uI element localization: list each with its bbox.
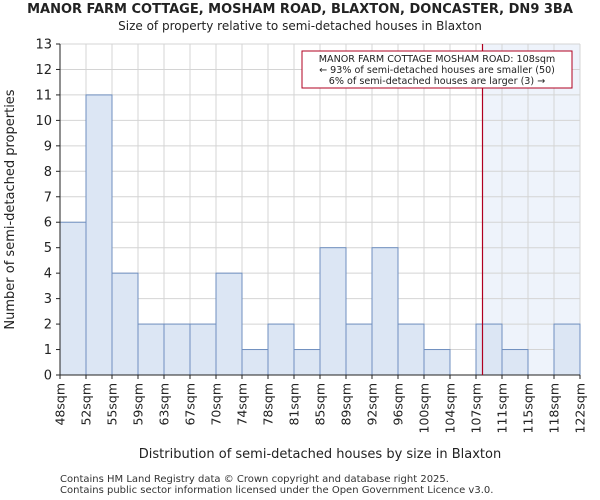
y-tick-label: 3 xyxy=(44,292,52,307)
y-tick-label: 9 xyxy=(44,139,52,154)
x-tick-label: 122sqm xyxy=(573,383,588,433)
footer-line-2: Contains public sector information licen… xyxy=(60,485,494,496)
bar xyxy=(371,247,399,376)
bar xyxy=(319,247,347,376)
annotation-text: MANOR FARM COTTAGE MOSHAM ROAD: 108sqm xyxy=(319,54,556,65)
bar xyxy=(85,94,113,376)
bar xyxy=(241,349,269,376)
y-axis-label: Number of semi-detached properties xyxy=(3,89,18,329)
y-tick-label: 0 xyxy=(44,369,52,384)
footer-line-1: Contains HM Land Registry data © Crown c… xyxy=(60,474,449,485)
bar xyxy=(267,323,295,376)
x-tick-label: 85sqm xyxy=(313,383,328,426)
x-tick-label: 67sqm xyxy=(183,383,198,426)
footer: Contains HM Land Registry data © Crown c… xyxy=(60,474,493,496)
y-tick-label: 7 xyxy=(44,190,52,205)
bar xyxy=(475,323,503,376)
bar xyxy=(215,272,243,376)
x-tick-label: 55sqm xyxy=(105,383,120,426)
bar xyxy=(163,323,191,376)
y-tick-label: 8 xyxy=(44,165,52,180)
x-tick-label: 89sqm xyxy=(339,383,354,426)
x-tick-label: 107sqm xyxy=(469,383,484,433)
highlight-region xyxy=(482,44,580,375)
x-axis-label: Distribution of semi-detached houses by … xyxy=(139,447,501,462)
y-tick-label: 6 xyxy=(44,216,52,231)
y-tick-label: 5 xyxy=(44,241,52,256)
bar xyxy=(137,323,165,376)
x-tick-label: 92sqm xyxy=(365,383,380,426)
x-tick-label: 70sqm xyxy=(209,383,224,426)
bar xyxy=(189,323,217,376)
chart-subtitle: Size of property relative to semi-detach… xyxy=(118,19,482,33)
x-tick-label: 96sqm xyxy=(391,383,406,426)
y-tick-label: 1 xyxy=(44,343,52,358)
x-tick-label: 63sqm xyxy=(157,383,172,426)
bar xyxy=(501,349,529,376)
bar xyxy=(111,272,139,376)
x-tick-label: 52sqm xyxy=(79,383,94,426)
bar xyxy=(423,349,451,376)
bar xyxy=(293,349,321,376)
y-tick-label: 13 xyxy=(35,38,52,53)
x-tick-label: 74sqm xyxy=(235,383,250,426)
x-tick-label: 81sqm xyxy=(287,383,302,426)
x-tick-label: 48sqm xyxy=(53,383,68,426)
x-tick-label: 59sqm xyxy=(131,383,146,426)
chart-title: MANOR FARM COTTAGE, MOSHAM ROAD, BLAXTON… xyxy=(27,2,573,17)
annotation-text: ← 93% of semi-detached houses are smalle… xyxy=(319,65,555,76)
x-tick-label: 111sqm xyxy=(495,383,510,433)
y-tick-label: 12 xyxy=(35,63,52,78)
x-tick-label: 104sqm xyxy=(443,383,458,433)
annotation-box xyxy=(301,50,573,89)
x-tick-label: 115sqm xyxy=(521,383,536,433)
y-tick-label: 10 xyxy=(35,114,52,129)
annotation-text: 6% of semi-detached houses are larger (3… xyxy=(329,76,546,87)
x-tick-label: 118sqm xyxy=(547,383,562,433)
bar xyxy=(345,323,373,376)
y-tick-label: 11 xyxy=(35,88,52,103)
bar xyxy=(553,323,581,376)
y-tick-label: 2 xyxy=(44,318,52,333)
y-tick-label: 4 xyxy=(44,267,52,282)
bar xyxy=(59,221,87,376)
bar xyxy=(397,323,425,376)
x-tick-label: 100sqm xyxy=(417,383,432,433)
x-tick-label: 78sqm xyxy=(261,383,276,426)
